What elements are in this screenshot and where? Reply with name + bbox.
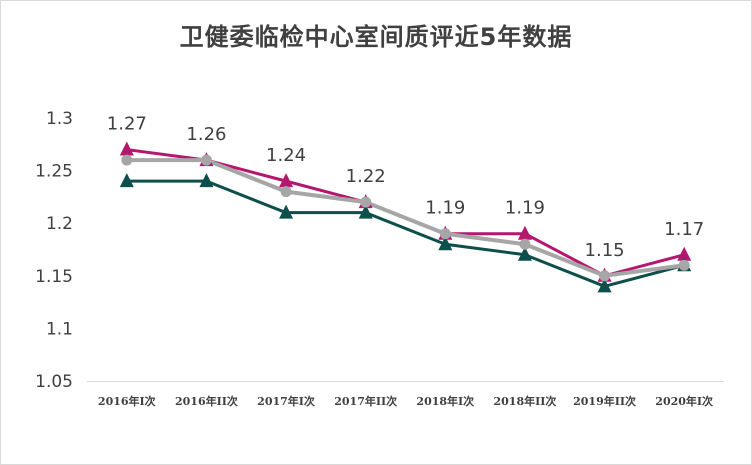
series-2-point (597, 278, 612, 293)
series-3-point (599, 270, 611, 282)
series-1-point (677, 246, 692, 261)
series-2-point (517, 246, 532, 261)
series-3-point (360, 196, 372, 208)
data-label: 1.19 (425, 198, 465, 219)
data-label: 1.17 (664, 219, 704, 240)
series-1-point (279, 173, 294, 188)
data-label: 1.24 (266, 145, 306, 166)
series-3-point (678, 259, 690, 271)
data-label: 1.27 (107, 114, 147, 135)
series-2-point (279, 204, 294, 219)
data-label: 1.26 (186, 124, 226, 145)
series-3-point (200, 154, 212, 166)
series-2-point (438, 236, 453, 251)
series-3-point (439, 228, 451, 240)
chart-title: 卫健委临检中心室间质评近5年数据 (179, 23, 573, 51)
x-tick-label: 2019年II次 (573, 394, 636, 408)
series-1-point (517, 225, 532, 240)
data-label: 1.19 (505, 198, 545, 219)
x-tick-label: 2017年II次 (334, 394, 397, 408)
data-label: 1.22 (346, 166, 386, 187)
series-2-point (199, 173, 214, 188)
series-2-point (358, 204, 373, 219)
y-tick-label: 1.15 (35, 267, 73, 287)
y-tick-label: 1.25 (35, 162, 73, 182)
series-3-point (280, 186, 292, 198)
data-label: 1.15 (585, 240, 625, 261)
series-1-point (119, 141, 134, 156)
y-tick-label: 1.3 (46, 109, 73, 129)
series-3-point (121, 154, 133, 166)
x-tick-label: 2016年II次 (175, 394, 238, 408)
series-3-point (519, 238, 531, 250)
x-tick-label: 2018年I次 (416, 394, 474, 408)
y-tick-label: 1.1 (46, 319, 73, 339)
series-line-3 (126, 158, 685, 278)
series-line-2 (126, 179, 685, 288)
x-tick-label: 2017年I次 (257, 394, 315, 408)
x-tick-label: 2020年I次 (655, 394, 713, 408)
y-tick-label: 1.2 (46, 214, 73, 234)
series-2-point (119, 173, 134, 188)
x-tick-label: 2016年I次 (98, 394, 156, 408)
y-tick-label: 1.05 (35, 372, 73, 392)
x-tick-label: 2018年II次 (493, 394, 556, 408)
